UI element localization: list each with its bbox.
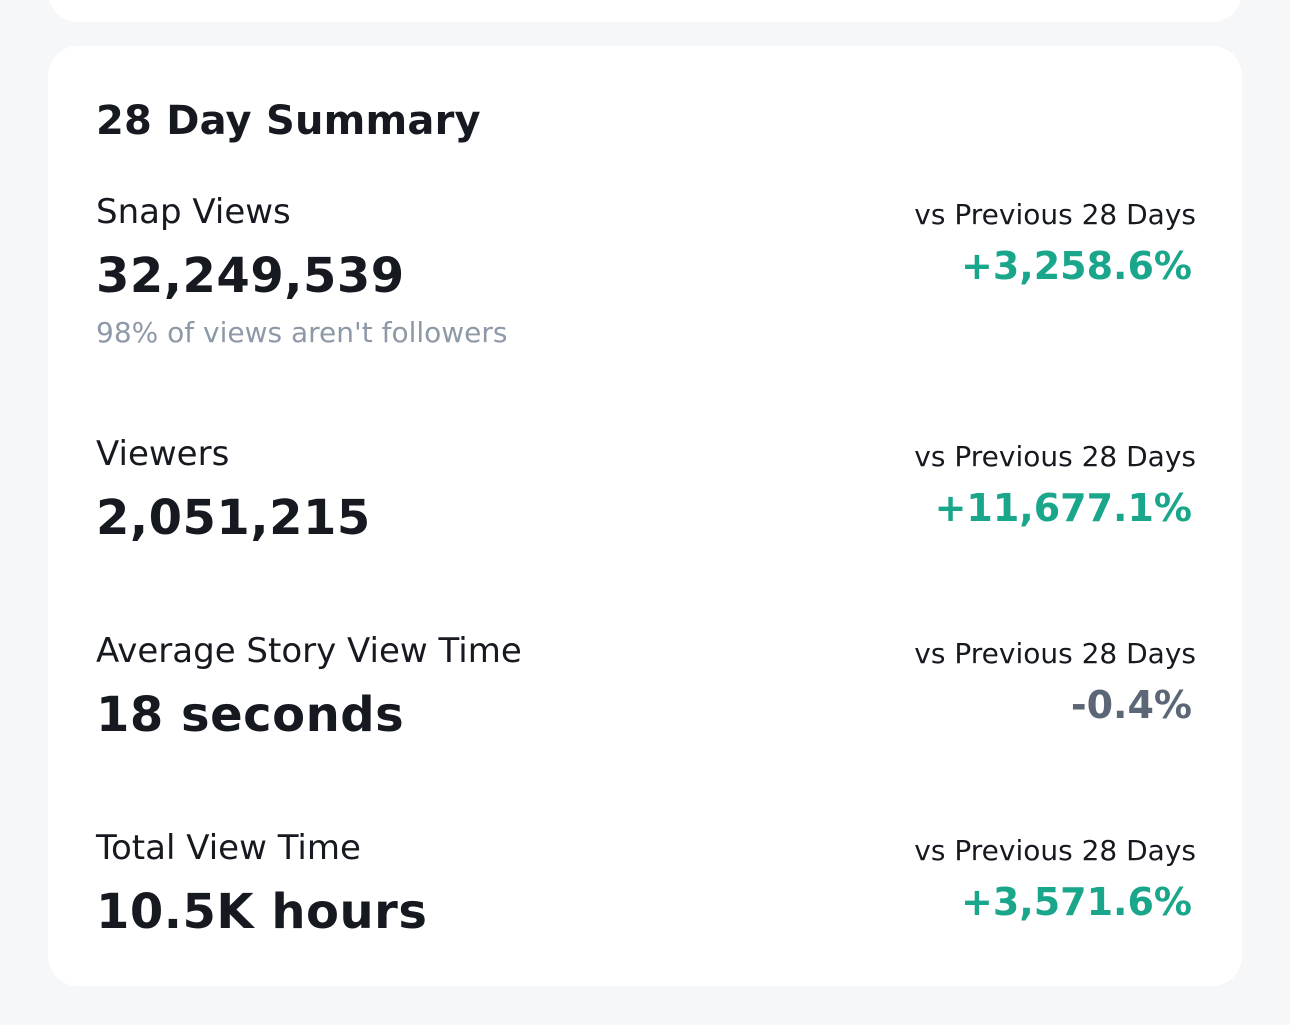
metric-value: 10.5K hours [96,884,428,940]
comparison-change: +3,258.6% [961,244,1192,288]
summary-card: 28 Day Summary Snap Views 32,249,539 98%… [48,46,1242,986]
comparison-change: +11,677.1% [934,486,1192,530]
comparison-change: -0.4% [1070,683,1192,727]
metric-note: 98% of views aren't followers [96,316,508,349]
comparison-label: vs Previous 28 Days [914,637,1196,670]
metric-snap-views: Snap Views 32,249,539 98% of views aren'… [96,192,1196,372]
metric-total-view-time: Total View Time 10.5K hours vs Previous … [96,828,1196,1008]
comparison-label: vs Previous 28 Days [914,440,1196,473]
metric-average-story-view-time: Average Story View Time 18 seconds vs Pr… [96,631,1196,811]
metric-value: 18 seconds [96,687,405,743]
comparison-change: +3,571.6% [961,880,1192,924]
metric-value: 2,051,215 [96,490,371,546]
metric-label: Total View Time [96,828,361,868]
metric-value: 32,249,539 [96,248,405,304]
metric-label: Viewers [96,434,230,474]
metric-label: Average Story View Time [96,631,522,671]
comparison-label: vs Previous 28 Days [914,198,1196,231]
previous-card [48,0,1242,22]
comparison-label: vs Previous 28 Days [914,834,1196,867]
summary-title: 28 Day Summary [96,98,481,144]
metric-viewers: Viewers 2,051,215 vs Previous 28 Days +1… [96,434,1196,614]
metric-label: Snap Views [96,192,291,232]
